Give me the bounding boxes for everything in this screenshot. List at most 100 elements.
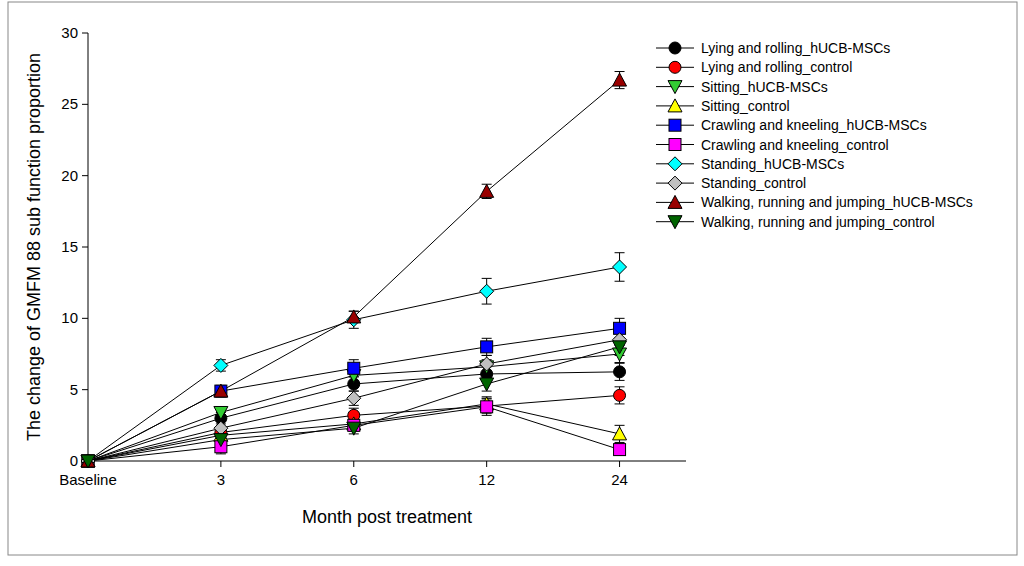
x-tick-label: 3	[217, 471, 225, 488]
y-axis-title: The change of GMFM 88 sub function propo…	[24, 53, 44, 441]
chart: 051015202530Baseline361224Month post tre…	[0, 0, 1024, 566]
frame	[8, 2, 1017, 555]
data-point	[81, 454, 95, 467]
y-tick-label: 0	[70, 452, 78, 469]
legend-marker	[668, 81, 682, 94]
data-point	[82, 455, 94, 467]
x-tick-label: 6	[350, 471, 358, 488]
error-cap	[482, 278, 492, 279]
data-point	[81, 454, 95, 467]
error-bar	[615, 363, 625, 380]
data-point	[81, 455, 95, 468]
legend-label: Lying and rolling_hUCB-MSCs	[701, 40, 890, 56]
x-axis	[88, 461, 686, 462]
legend-label: Crawling and kneeling_hUCB-MSCs	[701, 117, 927, 133]
plot-area	[81, 72, 627, 468]
data-point	[480, 184, 494, 197]
data-point	[215, 385, 227, 397]
legend-label: Sitting_hUCB-MSCs	[701, 79, 828, 95]
error-cap	[216, 453, 226, 454]
data-point	[81, 454, 95, 468]
legend-marker	[669, 42, 681, 54]
data-point	[481, 341, 493, 353]
error-cap	[615, 363, 625, 364]
y-tick	[82, 389, 88, 390]
error-bar	[615, 444, 625, 455]
series-line	[88, 80, 620, 461]
y-tick	[82, 175, 88, 176]
data-point	[82, 455, 94, 467]
data-point	[214, 358, 228, 372]
data-point	[214, 421, 228, 435]
y-tick-label: 5	[70, 381, 78, 398]
error-cap	[349, 359, 359, 360]
data-point	[81, 455, 95, 468]
data-point	[613, 260, 627, 274]
data-point	[214, 406, 228, 419]
data-point	[481, 400, 493, 412]
y-tick	[82, 247, 88, 248]
data-point	[481, 401, 493, 413]
data-point	[214, 434, 228, 447]
error-bar	[482, 338, 492, 355]
y-tick	[82, 104, 88, 105]
series-line	[88, 328, 620, 461]
legend-marker	[668, 195, 682, 208]
legend-label: Walking, running and jumping_hUCB-MSCs	[701, 194, 973, 210]
data-point	[480, 378, 494, 391]
series-line	[88, 347, 620, 461]
error-cap	[482, 355, 492, 356]
error-cap	[615, 88, 625, 89]
error-bar	[482, 398, 492, 415]
error-cap	[615, 318, 625, 319]
data-point	[480, 357, 494, 371]
series-line	[88, 354, 620, 461]
legend-marker	[668, 157, 682, 171]
y-tick-label: 10	[61, 309, 78, 326]
error-cap	[482, 304, 492, 305]
x-tick	[353, 461, 354, 467]
error-cap	[615, 380, 625, 381]
x-tick-label: 24	[611, 471, 628, 488]
legend-label: Crawling and kneeling_control	[701, 137, 889, 153]
error-cap	[349, 408, 359, 409]
legend: Lying and rolling_hUCB-MSCsLying and rol…	[656, 40, 973, 230]
y-tick-label: 15	[61, 238, 78, 255]
data-point	[214, 384, 228, 397]
error-cap	[615, 425, 625, 426]
legend-label: Standing_control	[701, 175, 806, 191]
legend-label: Standing_hUCB-MSCs	[701, 156, 844, 172]
data-point	[82, 455, 94, 467]
y-tick	[82, 33, 88, 34]
series-line	[88, 407, 620, 461]
x-tick	[220, 461, 221, 467]
x-tick	[619, 461, 620, 467]
legend-marker	[668, 176, 682, 190]
error-cap	[615, 252, 625, 253]
error-cap	[615, 71, 625, 72]
series-line	[88, 404, 620, 461]
error-cap	[482, 198, 492, 199]
data-point	[81, 454, 95, 468]
error-cap	[482, 355, 492, 356]
data-point	[613, 73, 627, 86]
data-point	[347, 310, 361, 323]
series-line	[88, 372, 620, 461]
data-point	[614, 389, 626, 401]
error-cap	[482, 415, 492, 416]
error-bar	[482, 399, 492, 413]
data-point	[82, 455, 94, 467]
x-tick-label: Baseline	[59, 471, 117, 488]
y-tick-label: 25	[61, 95, 78, 112]
error-cap	[615, 442, 625, 443]
error-cap	[615, 403, 625, 404]
data-point	[347, 391, 361, 405]
data-point	[613, 341, 627, 354]
error-cap	[615, 362, 625, 363]
data-point	[613, 427, 627, 440]
data-point	[347, 422, 361, 435]
error-cap	[615, 386, 625, 387]
legend-label: Sitting_control	[701, 98, 790, 114]
error-cap	[349, 328, 359, 329]
legend-marker	[669, 119, 681, 131]
